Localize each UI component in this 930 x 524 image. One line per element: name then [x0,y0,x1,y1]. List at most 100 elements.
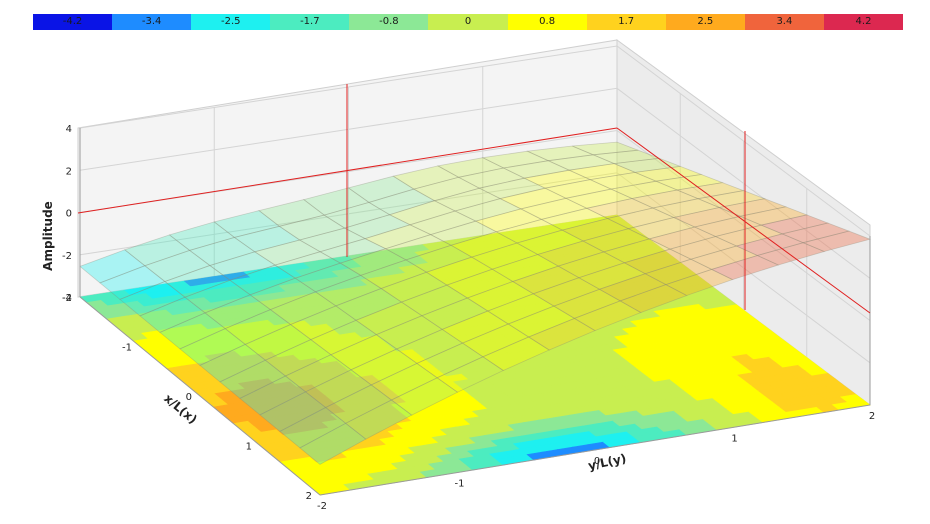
z-tick-label: -2 [62,251,72,262]
surface-cell [412,176,481,202]
surface-cell [457,167,526,189]
surface-cell [511,265,580,295]
surface-cell [258,199,326,227]
surface-cell [249,277,317,311]
surface-cell [344,399,413,440]
surface-cell [388,200,457,226]
surface-cell [540,207,609,231]
colorbar-label: 4.2 [855,16,872,27]
surface-cell [668,236,738,260]
surface-cell [491,254,560,282]
surface-cell [294,262,362,293]
surface-cell [482,336,551,371]
z-axis-title: Amplitude [41,201,55,271]
surface-cell [619,284,688,313]
colorbar-segment: -3.4 [112,14,192,30]
surface-cell [188,236,256,266]
surface-cell [99,265,166,300]
surface-cell [384,234,453,261]
surface-cell [585,198,655,219]
surface-cell [429,220,498,246]
surface-cell [738,206,809,226]
cursor-lines [77,84,871,314]
surface-cell [264,339,332,377]
contour-floor [79,214,871,496]
colorbar-segment: -0.8 [349,14,429,30]
surface-cell [453,198,523,222]
surface-cell [199,343,267,383]
surface-cell [395,328,464,364]
x-tick-label: -2 [62,293,72,304]
y-tick-label: 1 [731,434,737,445]
colorbar-segment: 4.2 [823,14,904,30]
surface-cell [672,207,742,228]
surface-cell [233,225,301,253]
surface-cell [164,265,231,298]
surface-cell [375,315,444,350]
surface-cell [756,242,826,266]
surface-cell [582,228,651,253]
surface-cell [79,249,146,284]
surface-cell [461,323,530,358]
surface-cell [536,240,605,267]
surface-cell [304,369,373,408]
surface-cell [470,242,539,270]
y-tick-label: -2 [317,501,327,512]
surface-cell [119,281,186,317]
surface-cell [179,328,247,366]
y-tick-label: -1 [455,479,465,490]
surface-cell [627,217,696,240]
surface-cell [623,248,692,275]
surface-cell [588,171,658,190]
colorbar-segment: -2.5 [191,14,271,30]
surface-cell [209,251,277,281]
surface-cell [780,222,851,244]
surface-cell [416,342,484,379]
surface-cell [644,258,713,286]
surface-cell [343,214,412,240]
surface-cell [572,141,639,156]
surface-cell [405,244,473,273]
surface-cell [664,268,734,296]
surface-cell [229,264,297,296]
box-edge [319,404,871,496]
surface-cell [602,238,672,264]
surface-cell [380,271,448,303]
surface-cell [515,229,585,255]
surface-cell [359,259,428,289]
surface-cell [564,188,634,209]
surface-cell [486,293,555,325]
surface-cell [347,175,415,203]
surface-cell [577,262,647,290]
surface-cell [466,281,535,312]
surface-cell [759,214,830,235]
surface-cell [350,348,418,386]
surface-cell [339,248,407,276]
surface-cell [648,226,717,250]
colorbar-label: -4.2 [62,16,83,27]
surface-cell [355,301,423,336]
surface-cell [630,189,700,209]
surface-cell [324,384,393,424]
surface-cell [606,207,676,230]
surface-cell [274,251,342,279]
surface-cell [543,179,613,199]
surface-cell [213,210,281,238]
surface-cell [714,224,784,247]
y-axis-title: y/L(y) [587,451,628,473]
surface-cell [330,334,398,371]
surface-cell [609,180,679,199]
grid-line-z [79,172,871,364]
surface-cell [408,210,477,236]
colorbar-segment: -1.7 [270,14,350,30]
surface-cell [633,165,703,182]
surface-cell [561,218,630,242]
surface-cell [502,160,571,179]
surface-cell [143,249,211,282]
surface-cell [239,375,307,416]
surface-cell [567,163,637,181]
surface-cell [368,188,436,216]
surface-cell [523,169,592,189]
colorbar-segment: -4.2 [33,14,113,30]
